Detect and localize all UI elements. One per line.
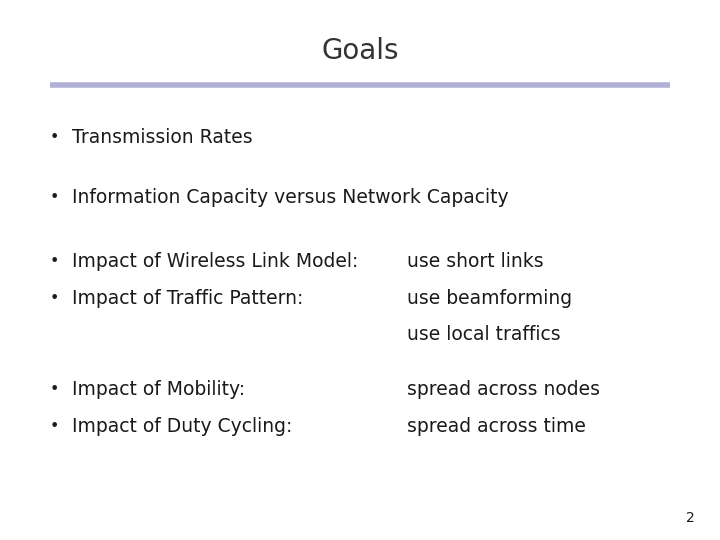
Text: Impact of Mobility:: Impact of Mobility: <box>72 380 245 400</box>
Text: Impact of Duty Cycling:: Impact of Duty Cycling: <box>72 416 292 436</box>
Text: 2: 2 <box>686 511 695 525</box>
Text: Impact of Traffic Pattern:: Impact of Traffic Pattern: <box>72 288 303 308</box>
Text: use local traffics: use local traffics <box>407 325 560 344</box>
Text: spread across nodes: spread across nodes <box>407 380 600 400</box>
Text: spread across time: spread across time <box>407 416 585 436</box>
Text: Information Capacity versus Network Capacity: Information Capacity versus Network Capa… <box>72 187 508 207</box>
Text: •: • <box>49 418 59 434</box>
Text: •: • <box>49 291 59 306</box>
Text: •: • <box>49 254 59 269</box>
Text: Goals: Goals <box>321 37 399 65</box>
Text: use beamforming: use beamforming <box>407 288 572 308</box>
Text: Transmission Rates: Transmission Rates <box>72 128 253 147</box>
Text: •: • <box>49 190 59 205</box>
Text: use short links: use short links <box>407 252 544 272</box>
Text: Impact of Wireless Link Model:: Impact of Wireless Link Model: <box>72 252 359 272</box>
Text: •: • <box>49 130 59 145</box>
Text: •: • <box>49 382 59 397</box>
